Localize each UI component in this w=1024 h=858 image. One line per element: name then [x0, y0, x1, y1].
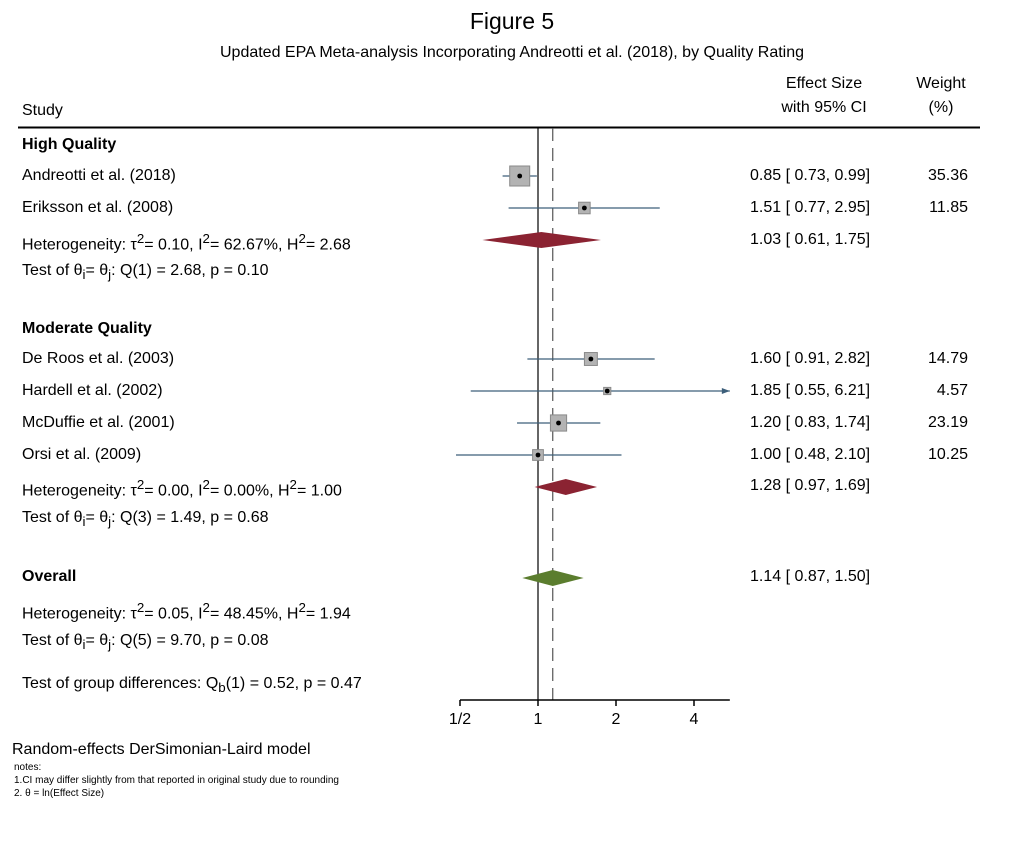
note-1: 1.CI may differ slightly from that repor…: [14, 775, 339, 786]
group-differences-test: Test of group differences: Qb(1) = 0.52,…: [22, 675, 362, 696]
study-weight: 23.19: [927, 414, 968, 431]
subgroup-diamond: [482, 232, 601, 248]
study-label: De Roos et al. (2003): [22, 350, 175, 367]
homogeneity-test: Test of θi= θj: Q(3) = 1.49, p = 0.68: [22, 509, 269, 530]
heterogeneity-stats: Heterogeneity: τ2= 0.10, I2= 62.67%, H2=…: [22, 231, 351, 254]
subgroup-diamond: [534, 479, 598, 495]
effect-header-line2: with 95% CI: [781, 99, 867, 116]
group-label-high-quality: High Quality: [22, 136, 117, 153]
overall-diamond: [522, 570, 584, 586]
model-description: Random-effects DerSimonian-Laird model: [12, 741, 311, 758]
study-label: McDuffie et al. (2001): [22, 414, 175, 431]
study-effect-size: 0.85 [ 0.73, 0.99]: [750, 167, 871, 184]
overall-label: Overall: [22, 568, 77, 585]
figure-title: Figure 5: [469, 8, 555, 34]
subgroup-effect-size: 1.28 [ 0.97, 1.69]: [750, 477, 871, 494]
point-estimate: [588, 356, 594, 362]
study-label: Andreotti et al. (2018): [22, 167, 176, 184]
effect-header-line1: Effect Size: [785, 75, 863, 92]
study-weight: 4.57: [936, 382, 968, 399]
overall-homogeneity-test: Test of θi= θj: Q(5) = 9.70, p = 0.08: [22, 632, 269, 653]
figure-subtitle: Updated EPA Meta-analysis Incorporating …: [219, 44, 805, 61]
x-tick-label: 1: [534, 711, 543, 728]
point-estimate: [581, 205, 587, 211]
group-label-moderate-quality: Moderate Quality: [22, 320, 152, 337]
study-weight: 10.25: [927, 446, 968, 463]
study-weight: 14.79: [927, 350, 968, 367]
point-estimate: [604, 388, 610, 394]
study-effect-size: 1.60 [ 0.91, 2.82]: [750, 350, 871, 367]
study-effect-size: 1.51 [ 0.77, 2.95]: [750, 199, 871, 216]
study-weight: 11.85: [929, 199, 968, 216]
homogeneity-test: Test of θi= θj: Q(1) = 2.68, p = 0.10: [22, 262, 269, 283]
study-effect-size: 1.00 [ 0.48, 2.10]: [750, 446, 871, 463]
heterogeneity-stats: Heterogeneity: τ2= 0.00, I2= 0.00%, H2= …: [22, 477, 342, 500]
point-estimate: [535, 452, 541, 458]
overall-heterogeneity-stats: Heterogeneity: τ2= 0.05, I2= 48.45%, H2=…: [22, 600, 351, 623]
study-label: Orsi et al. (2009): [22, 446, 142, 463]
overall-effect-size: 1.14 [ 0.87, 1.50]: [750, 568, 871, 585]
subgroup-effect-size: 1.03 [ 0.61, 1.75]: [750, 231, 871, 248]
study-effect-size: 1.85 [ 0.55, 6.21]: [750, 382, 871, 399]
study-weight: 35.36: [927, 167, 968, 184]
x-tick-label: 2: [612, 711, 621, 728]
study-label: Hardell et al. (2002): [22, 382, 163, 399]
point-estimate: [556, 420, 561, 426]
study-header: Study: [22, 102, 63, 119]
weight-header-line1: Weight: [916, 75, 966, 92]
notes-label: notes:: [14, 762, 42, 773]
note-2: 2. θ = ln(Effect Size): [14, 788, 105, 799]
ci-arrow: [721, 388, 730, 394]
study-label: Eriksson et al. (2008): [22, 199, 174, 216]
x-tick-label: 1/2: [449, 711, 471, 728]
study-effect-size: 1.20 [ 0.83, 1.74]: [750, 414, 871, 431]
effect-size-header: Effect Size with 95% CI: [762, 72, 886, 120]
x-tick-label: 4: [690, 711, 699, 728]
weight-header-line2: (%): [928, 99, 954, 116]
point-estimate: [517, 173, 523, 179]
weight-header: Weight (%): [898, 72, 984, 120]
